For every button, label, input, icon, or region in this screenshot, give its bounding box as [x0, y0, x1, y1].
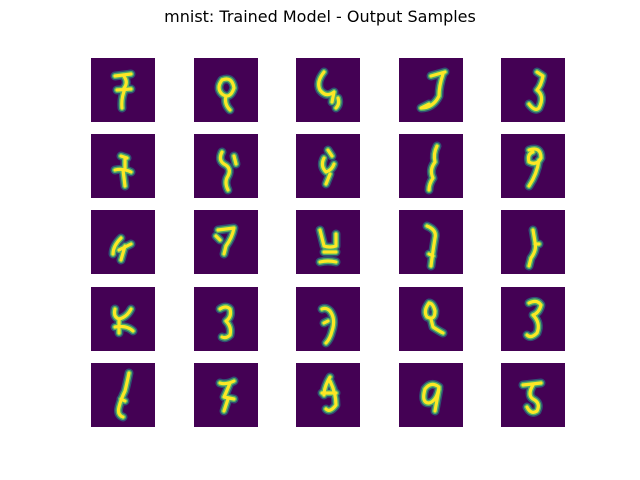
sample-image	[501, 134, 565, 198]
sample-image	[91, 210, 155, 274]
digit-sample	[110, 151, 136, 191]
digit-sample	[518, 378, 546, 417]
sample-image	[501, 58, 565, 122]
digit-sample	[422, 221, 440, 271]
sample-image	[296, 58, 360, 122]
sample-image	[296, 210, 360, 274]
sample-image	[91, 287, 155, 351]
digit-sample	[420, 298, 448, 338]
sample-image	[194, 210, 258, 274]
figure-title: mnist: Trained Model - Output Samples	[164, 7, 476, 26]
digit-sample	[114, 368, 134, 422]
digit-sample	[215, 147, 241, 195]
digit-sample	[524, 67, 548, 114]
sample-image	[501, 363, 565, 427]
sample-image	[194, 58, 258, 122]
sample-image	[501, 210, 565, 274]
digit-sample	[416, 67, 450, 113]
sample-image	[399, 58, 463, 122]
digit-sample	[110, 304, 138, 338]
sample-image	[194, 363, 258, 427]
digit-sample	[522, 296, 546, 342]
digit-sample	[215, 376, 239, 416]
sample-image	[501, 287, 565, 351]
sample-image	[296, 363, 360, 427]
sample-image	[194, 287, 258, 351]
digit-sample	[214, 74, 239, 115]
digit-sample	[215, 302, 235, 343]
digit-sample	[424, 141, 442, 195]
sample-image	[399, 134, 463, 198]
digit-sample	[317, 303, 339, 348]
digit-sample	[315, 225, 341, 267]
sample-image	[399, 210, 463, 274]
sample-image	[399, 287, 463, 351]
digit-sample	[317, 145, 339, 189]
digit-sample	[524, 144, 546, 191]
sample-image	[296, 287, 360, 351]
sample-image	[91, 134, 155, 198]
digit-sample	[211, 223, 239, 259]
sample-image	[194, 134, 258, 198]
sample-image	[91, 58, 155, 122]
digit-sample	[110, 69, 136, 113]
digit-sample	[524, 225, 544, 271]
sample-image	[296, 134, 360, 198]
digit-sample	[314, 67, 344, 113]
digit-sample	[317, 372, 341, 415]
sample-image	[91, 363, 155, 427]
digit-sample	[419, 379, 444, 416]
digit-sample	[108, 233, 136, 265]
sample-image	[399, 363, 463, 427]
